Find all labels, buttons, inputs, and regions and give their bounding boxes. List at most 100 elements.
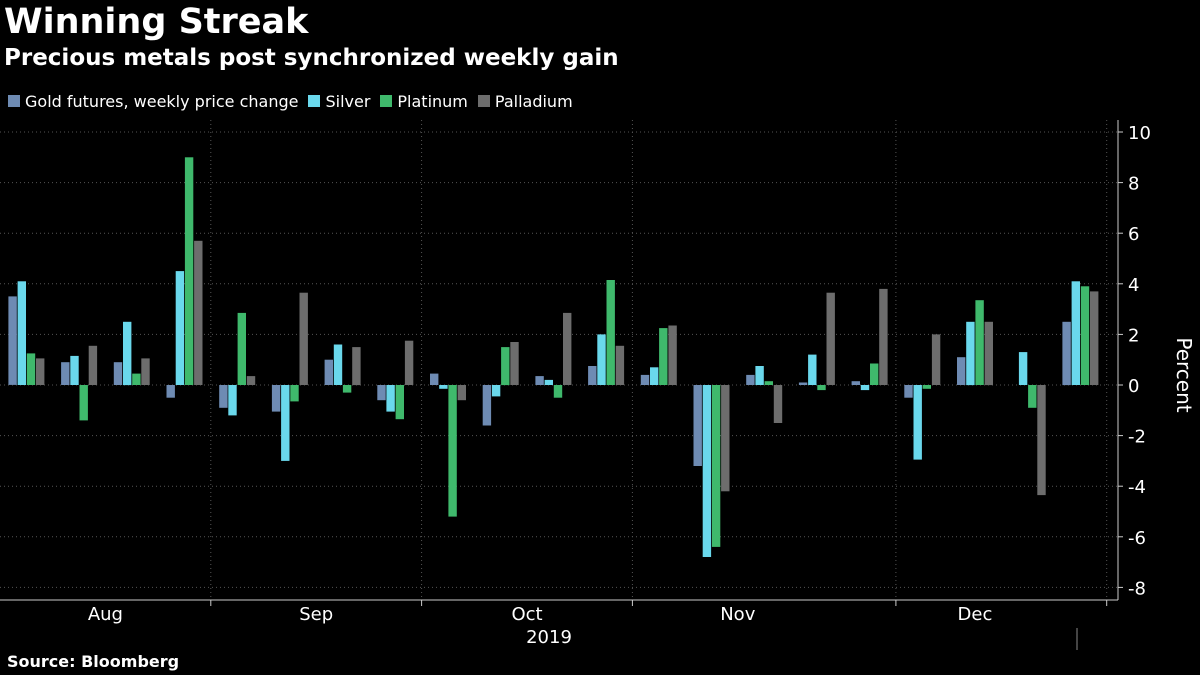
bar-platinum (659, 328, 668, 385)
bar-palladium (88, 345, 98, 385)
bar-silver (860, 385, 870, 391)
y-tick-label: -2 (1128, 427, 1146, 448)
x-tick-label: Dec (958, 604, 993, 625)
bar-silver (702, 385, 712, 557)
bar-gold (535, 376, 544, 385)
bar-gold (482, 385, 492, 426)
bar-gold (271, 385, 281, 412)
x-year-label: 2019 (526, 627, 572, 648)
bar-silver (175, 271, 185, 385)
legend-label-silver: Silver (325, 91, 371, 111)
bar-silver (228, 385, 237, 416)
y-tick-label: 8 (1128, 174, 1139, 195)
legend-label-palladium: Palladium (494, 91, 573, 111)
bar-gold (851, 381, 860, 385)
bar-platinum (817, 385, 826, 391)
bar-silver (333, 344, 343, 385)
bar-silver (1018, 352, 1028, 385)
bar-palladium (773, 385, 783, 423)
bar-silver (755, 366, 764, 385)
bar-palladium (826, 292, 835, 385)
bar-platinum (975, 300, 984, 385)
bar-palladium (299, 292, 308, 385)
y-tick-label: 4 (1128, 275, 1139, 296)
x-tick-label: Nov (720, 604, 755, 625)
bar-gold (113, 362, 123, 385)
bar-palladium (1090, 291, 1099, 385)
y-tick-label: -6 (1128, 528, 1146, 549)
y-tick-label: -8 (1128, 578, 1146, 599)
bar-gold (640, 374, 650, 385)
bar-gold (324, 359, 333, 385)
y-tick-label: 10 (1128, 123, 1151, 144)
bar-platinum (922, 385, 931, 389)
bar-platinum (764, 381, 773, 385)
bar-gold (61, 362, 70, 385)
bar-palladium (563, 312, 572, 385)
bar-silver (650, 367, 659, 385)
bar-gold (693, 385, 702, 466)
bar-platinum (342, 385, 352, 393)
bar-silver (966, 321, 975, 386)
bar-gold (166, 385, 175, 398)
y-tick-label: 6 (1128, 224, 1139, 245)
chart-title: Winning Streak (4, 2, 309, 42)
bar-gold (8, 296, 17, 385)
legend-swatch-platinum (380, 95, 393, 107)
bar-silver (123, 321, 132, 386)
bar-platinum (237, 312, 246, 385)
bar-gold (798, 382, 808, 385)
bar-silver (808, 354, 817, 385)
bar-gold (904, 385, 913, 398)
bar-gold (430, 373, 439, 385)
legend-item-platinum: Platinum (380, 91, 468, 111)
bar-platinum (395, 385, 404, 420)
bar-palladium (984, 321, 993, 386)
bar-platinum (184, 157, 194, 385)
bar-silver (913, 385, 922, 460)
x-tick-label: Sep (299, 604, 333, 625)
bar-silver (70, 355, 79, 385)
bar-platinum (132, 373, 141, 385)
bar-platinum (553, 385, 563, 398)
legend-label-platinum: Platinum (397, 91, 468, 111)
y-tick-label: -4 (1128, 477, 1146, 498)
bar-platinum (448, 385, 457, 517)
bar-silver (597, 334, 606, 385)
bar-platinum (290, 385, 299, 402)
bar-silver (544, 379, 553, 385)
x-tick-label: Oct (511, 604, 542, 625)
bar-palladium (141, 358, 150, 385)
bar-palladium (668, 325, 677, 385)
bars (8, 157, 1099, 557)
bar-silver (281, 385, 290, 461)
bar-palladium (931, 334, 941, 385)
bar-platinum (870, 363, 879, 385)
bar-gold (219, 385, 228, 408)
bar-platinum (79, 385, 88, 421)
bar-platinum (1080, 286, 1090, 385)
legend-swatch-gold (8, 95, 20, 107)
bar-palladium (246, 376, 256, 385)
bar-platinum (1028, 385, 1037, 408)
y-tick-label: 0 (1128, 376, 1139, 397)
bar-gold (746, 374, 755, 385)
bar-palladium (352, 347, 361, 386)
y-tick-label: 2 (1128, 325, 1139, 346)
legend: Gold futures, weekly price change Silver… (8, 91, 583, 111)
legend-item-silver: Silver (308, 92, 370, 111)
legend-label-gold: Gold futures, weekly price change (25, 91, 299, 111)
bar-platinum (606, 280, 615, 385)
bar-gold (377, 385, 386, 401)
chart-subtitle: Precious metals post synchronized weekly… (4, 45, 619, 71)
legend-item-gold: Gold futures, weekly price change (8, 92, 298, 111)
x-tick-label: Aug (88, 604, 123, 625)
bar-palladium (457, 385, 466, 401)
bar-gold (588, 366, 597, 385)
bar-silver (386, 385, 395, 412)
legend-swatch-palladium (477, 95, 490, 107)
bar-palladium (404, 340, 414, 385)
bar-silver (1071, 281, 1080, 385)
bar-palladium (194, 240, 203, 385)
